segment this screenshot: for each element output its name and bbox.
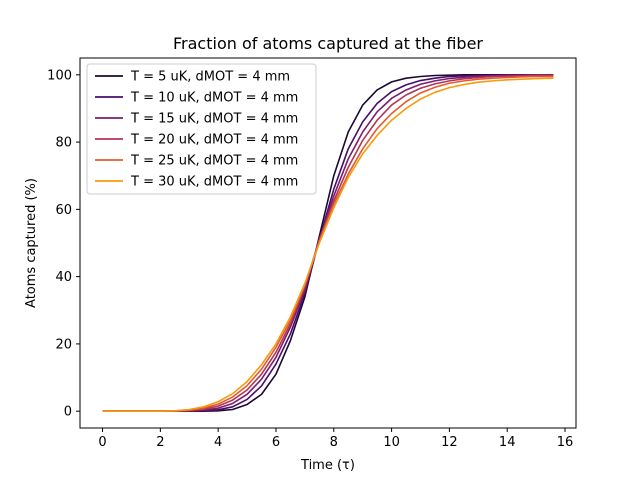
y-tick-label: 0 — [64, 405, 72, 420]
y-tick-label: 20 — [55, 337, 72, 352]
x-tick-label: 12 — [441, 435, 458, 450]
legend-label: T = 20 uK, dMOT = 4 mm — [130, 133, 298, 148]
y-tick-label: 80 — [55, 136, 72, 151]
axes-frame — [79, 57, 577, 429]
series-lines — [102, 74, 554, 412]
x-axis-label: Time (τ) — [300, 458, 355, 473]
y-tick-label: 60 — [55, 203, 72, 218]
y-tick-label: 100 — [47, 68, 72, 83]
x-tick-label: 6 — [272, 435, 280, 450]
x-tick-label: 16 — [557, 435, 574, 450]
x-axis-ticks: 0 2 4 6 8 10 12 14 16 — [98, 428, 573, 450]
x-tick-label: 4 — [214, 435, 222, 450]
legend-box — [86, 63, 317, 195]
legend-label: T = 15 uK, dMOT = 4 mm — [130, 112, 298, 127]
x-tick-label: 8 — [330, 435, 338, 450]
x-tick-label: 0 — [98, 435, 106, 450]
x-tick-label: 10 — [383, 435, 400, 450]
legend-label: T = 30 uK, dMOT = 4 mm — [130, 175, 298, 190]
x-tick-label: 2 — [156, 435, 164, 450]
y-tick-label: 40 — [55, 270, 72, 285]
legend-label: T = 5 uK, dMOT = 4 mm — [130, 70, 290, 85]
legend: T = 5 uK, dMOT = 4 mm T = 10 uK, dMOT = 4… — [86, 63, 317, 195]
legend-label: T = 25 uK, dMOT = 4 mm — [130, 154, 298, 169]
legend-label: T = 10 uK, dMOT = 4 mm — [130, 91, 298, 106]
x-tick-label: 14 — [499, 435, 516, 450]
y-axis-label: Atoms captured (%) — [24, 178, 39, 308]
series-line-6 — [102, 77, 554, 412]
chart-title: Fraction of atoms captured at the fiber — [173, 34, 483, 53]
y-axis-ticks: 0 20 40 60 80 100 — [47, 68, 80, 420]
